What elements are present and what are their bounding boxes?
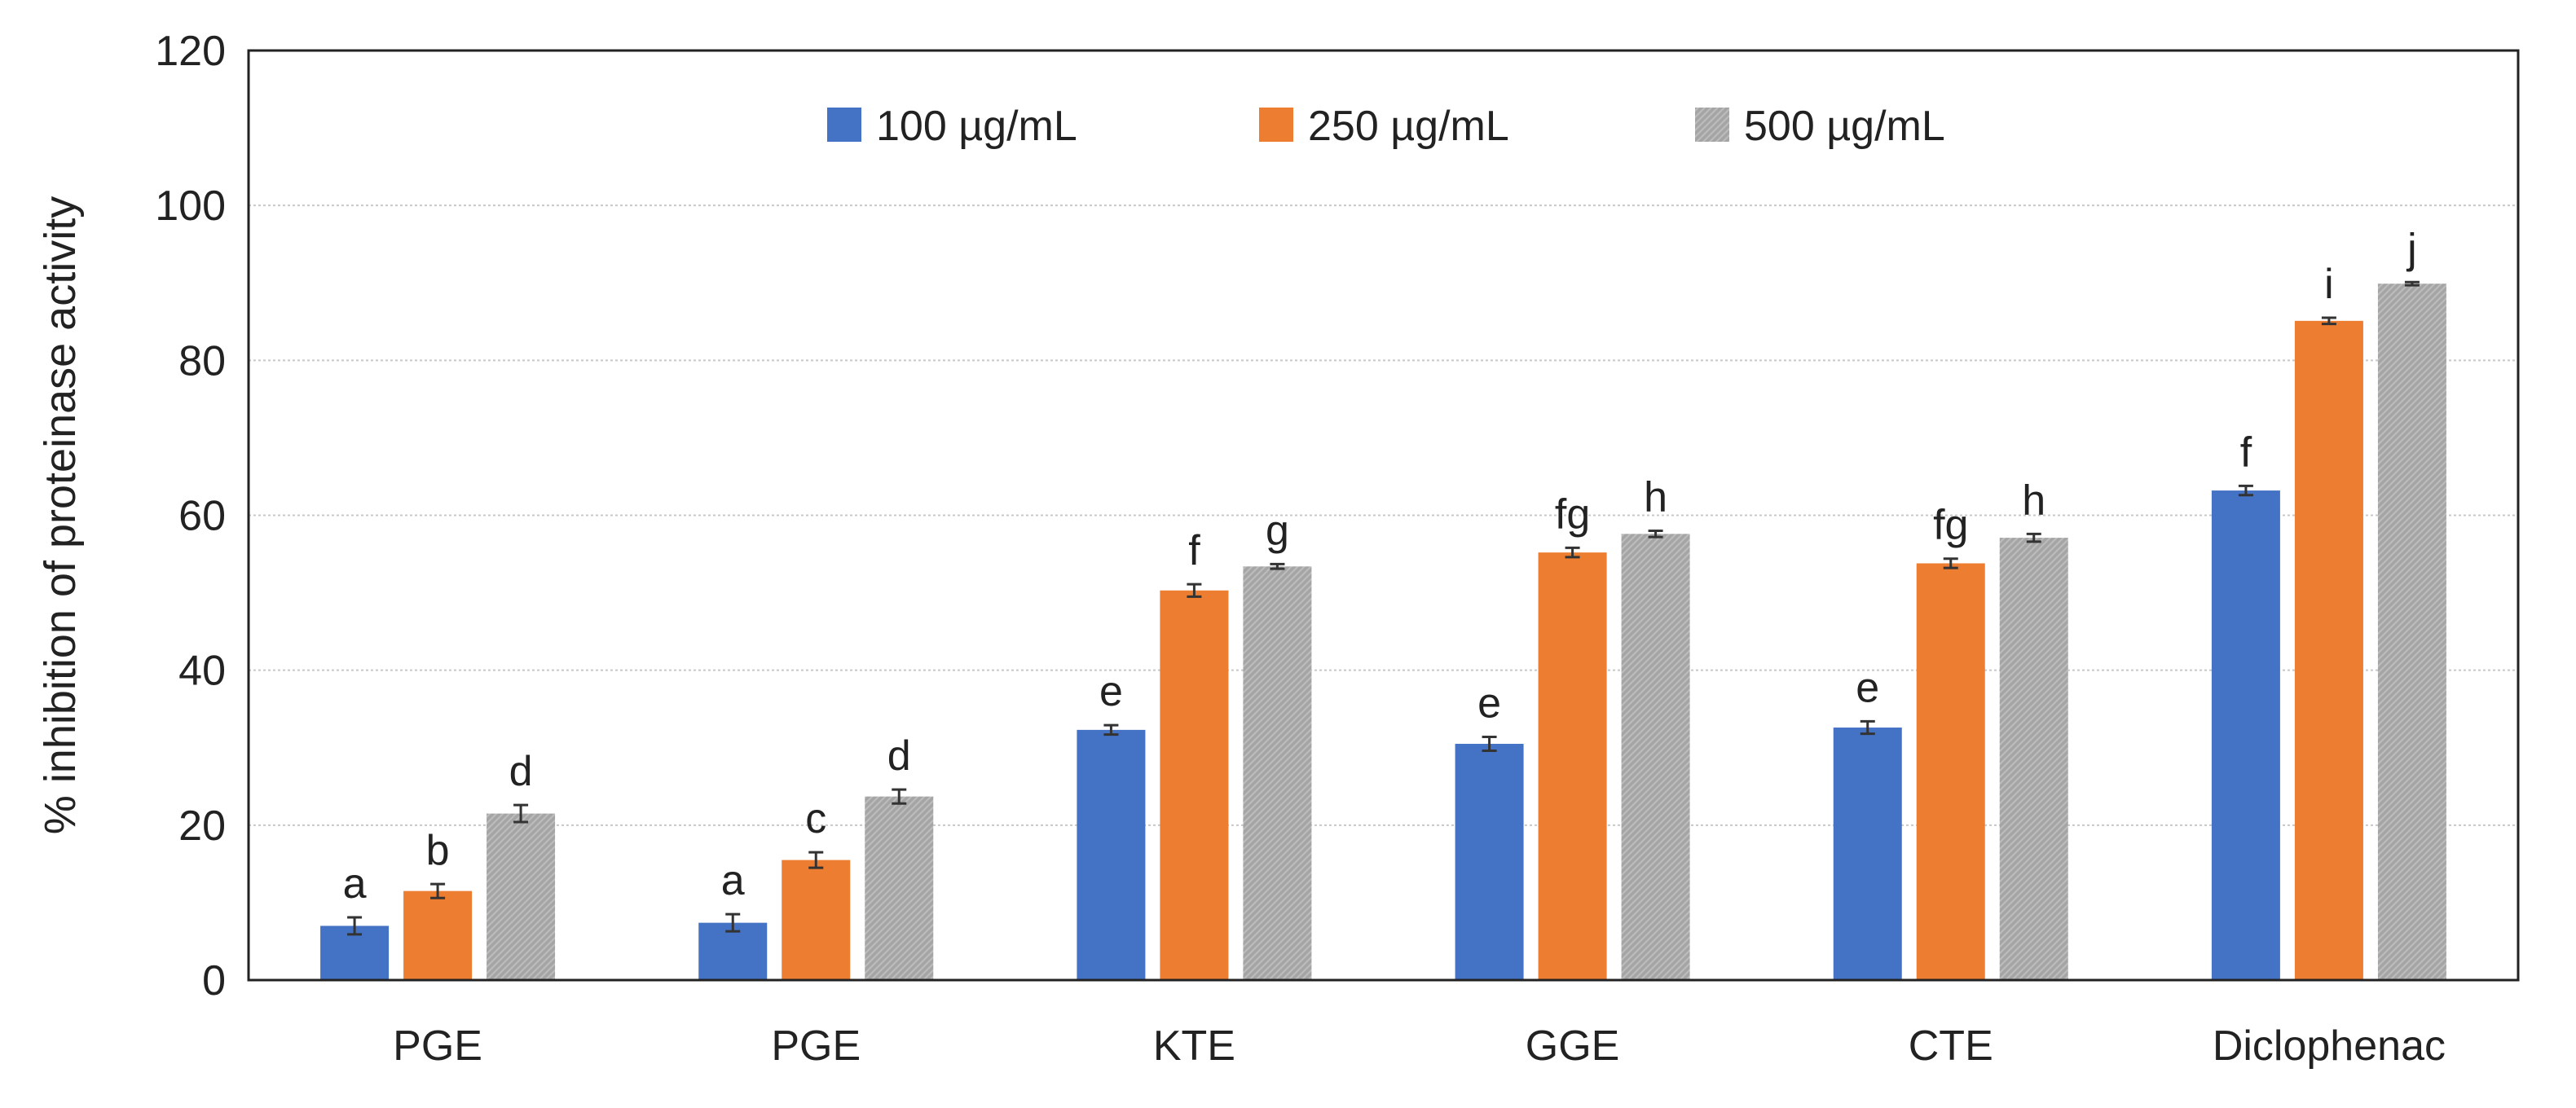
error-bar <box>1860 719 1875 736</box>
significance-label: fg <box>1933 502 1968 549</box>
significance-label: d <box>887 732 911 780</box>
plot-frame <box>247 49 2520 982</box>
y-axis-title: % inhibition of proteinase activity <box>36 196 85 834</box>
bar-3-3 <box>1243 566 1312 980</box>
x-tick-label: KTE <box>1153 1022 1235 1070</box>
x-tick-label: Diclophenac <box>2213 1022 2446 1070</box>
error-bar <box>1648 530 1663 539</box>
bar-1-5 <box>1833 728 1902 980</box>
error-bar <box>1943 557 1958 569</box>
bar-2-3 <box>1160 590 1229 980</box>
y-tick-label: 120 <box>155 28 226 75</box>
bar-1-3 <box>1077 729 1146 980</box>
significance-label: e <box>1856 664 1879 711</box>
bar-2-1 <box>403 890 473 980</box>
significance-label: a <box>721 857 745 904</box>
legend-label: 250 µg/mL <box>1308 103 1509 150</box>
bar-3-4 <box>1621 534 1690 980</box>
legend-item-2: 250 µg/mL <box>1259 103 1509 150</box>
significance-label: h <box>2022 477 2045 524</box>
significance-label: e <box>1477 679 1501 727</box>
y-tick-label: 20 <box>178 802 226 850</box>
significance-label: e <box>1099 668 1123 715</box>
y-tick-label: 0 <box>202 957 226 1005</box>
legend-item-3: 500 µg/mL <box>1695 103 1945 150</box>
error-bar <box>725 912 741 933</box>
bar-3-1 <box>487 813 556 980</box>
bars <box>320 280 2446 981</box>
gridlines <box>249 204 2518 826</box>
error-bar <box>513 803 529 824</box>
legend-swatch <box>827 108 861 142</box>
legend-label: 500 µg/mL <box>1744 103 1945 150</box>
significance-label: j <box>2406 225 2417 272</box>
significance-label: f <box>1188 527 1200 574</box>
x-tick-label: GGE <box>1526 1022 1620 1070</box>
bar-3-6 <box>2377 284 2446 981</box>
error-bar <box>1187 583 1202 598</box>
bar-1-6 <box>2211 490 2280 980</box>
bar-2-6 <box>2294 320 2363 980</box>
error-bar <box>2238 484 2253 497</box>
x-tick-label: CTE <box>1909 1022 1993 1070</box>
error-bar <box>430 882 446 899</box>
significance-label: g <box>1266 507 1289 554</box>
bar-2-5 <box>1916 563 1985 980</box>
error-bar <box>2404 280 2420 287</box>
legend-swatch <box>1259 108 1293 142</box>
error-bar <box>808 851 824 869</box>
error-bar <box>1482 735 1497 753</box>
significance-label: f <box>2240 429 2252 476</box>
legend: 100 µg/mL 250 µg/mL 500 µg/mL <box>827 103 1945 150</box>
error-bar <box>1270 562 1285 570</box>
x-tick-label: PGE <box>771 1022 861 1070</box>
error-bar <box>1565 546 1580 559</box>
labels: 0 20 40 60 80 100 120 % inhibition of proteinas… <box>36 28 2446 1070</box>
error-bar <box>347 916 363 936</box>
legend-label: 100 µg/mL <box>876 103 1077 150</box>
error-bar <box>892 788 907 805</box>
bar-3-2 <box>865 796 934 980</box>
y-tick-label: 40 <box>178 648 226 695</box>
y-tick-label: 80 <box>178 337 226 385</box>
y-tick-label: 100 <box>155 182 226 230</box>
significance-label: d <box>509 748 533 795</box>
significance-label: fg <box>1555 490 1590 538</box>
significance-label: c <box>805 795 826 842</box>
x-tick-label: PGE <box>393 1022 482 1070</box>
significance-label: b <box>426 827 450 874</box>
error-bar <box>1103 723 1119 736</box>
error-bar <box>2026 532 2041 543</box>
y-tick-label: 60 <box>178 493 226 540</box>
significance-label: a <box>343 860 367 908</box>
bar-2-2 <box>782 860 851 980</box>
significance-label: h <box>1644 474 1667 521</box>
legend-item-1: 100 µg/mL <box>827 103 1077 150</box>
bar-3-5 <box>1999 538 2068 980</box>
legend-swatch <box>1695 108 1729 142</box>
axes <box>247 49 2520 982</box>
bar-1-4 <box>1455 743 1524 980</box>
bar-2-4 <box>1538 552 1607 980</box>
error-bar <box>2321 316 2336 326</box>
significance-label: i <box>2324 261 2334 308</box>
